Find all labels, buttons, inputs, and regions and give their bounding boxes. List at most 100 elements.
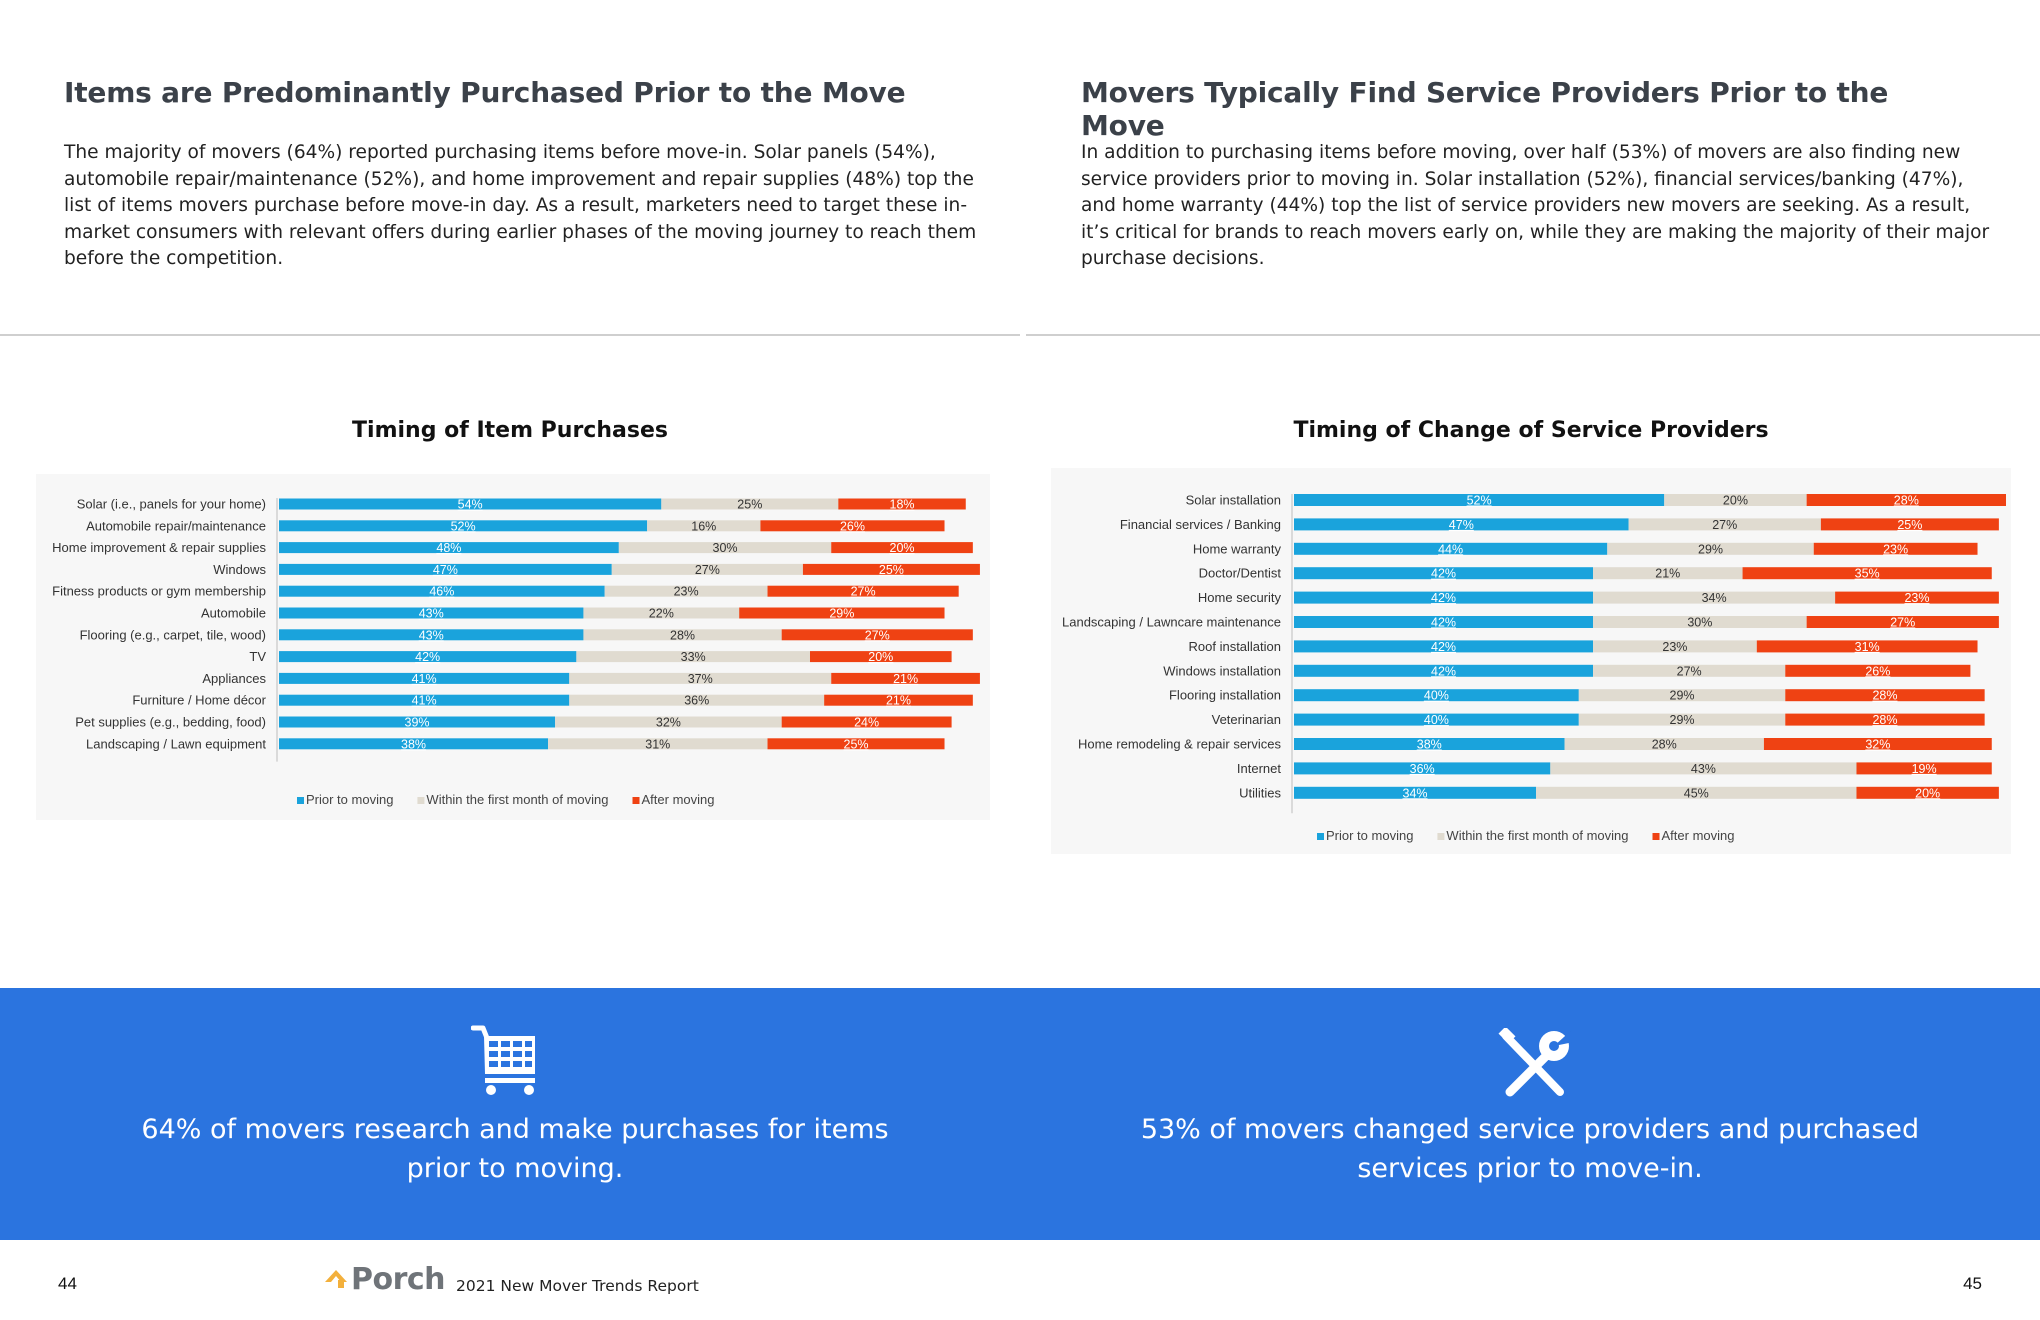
- wrench-screwdriver-icon: [1498, 1028, 1572, 1097]
- bar-segment: [1628, 518, 1821, 531]
- data-label: 26%: [1865, 664, 1890, 678]
- data-label: 27%: [1712, 518, 1737, 532]
- data-label: 34%: [1702, 591, 1727, 605]
- legend-label: Within the first month of moving: [1446, 828, 1628, 843]
- category-label: Windows: [213, 562, 266, 577]
- data-label: 33%: [681, 650, 706, 664]
- category-label: Home improvement & repair supplies: [52, 540, 266, 555]
- data-label: 32%: [1865, 738, 1890, 752]
- data-label: 37%: [688, 672, 713, 686]
- category-label: Pet supplies (e.g., bedding, food): [75, 715, 266, 730]
- bar-segment: [583, 607, 740, 619]
- bar-segment: [1294, 786, 1537, 799]
- left-page-paragraph: The majority of movers (64%) reported pu…: [64, 142, 977, 270]
- category-label: Fitness products or gym membership: [52, 584, 266, 599]
- bar-segment: [1294, 494, 1665, 506]
- bar-segment: [1785, 664, 1971, 677]
- category-label: Financial services / Banking: [1120, 517, 1281, 532]
- data-label: 22%: [649, 607, 674, 621]
- bar-segment: [1294, 664, 1594, 677]
- data-label: 20%: [1915, 786, 1940, 800]
- bar-segment: [1593, 567, 1743, 580]
- data-label: 43%: [419, 628, 444, 642]
- bar-segment: [583, 629, 782, 641]
- bar-segment: [781, 629, 973, 641]
- porch-logo-text: Porch: [351, 1262, 446, 1297]
- right-divider: [1026, 334, 2040, 336]
- right-page-heading: Movers Typically Find Service Providers …: [1081, 76, 1889, 142]
- bar-segment: [760, 520, 945, 532]
- data-label: 23%: [1904, 591, 1929, 605]
- data-label: 20%: [868, 650, 893, 664]
- bar-segment: [576, 651, 810, 663]
- bar-segment: [569, 672, 832, 684]
- bar-segment: [1294, 591, 1594, 604]
- legend-swatch: [1652, 833, 1660, 840]
- data-label: 28%: [1872, 713, 1897, 727]
- data-label: 29%: [829, 607, 854, 621]
- category-label: Flooring installation: [1169, 688, 1281, 703]
- bar-segment: [1536, 786, 1857, 799]
- bar-segment: [604, 585, 768, 597]
- bar-segment: [647, 520, 761, 532]
- data-label: 28%: [1894, 494, 1919, 508]
- data-label: 28%: [1872, 689, 1897, 703]
- data-label: 46%: [429, 585, 454, 599]
- bar-segment: [781, 716, 952, 728]
- data-label: 24%: [854, 716, 879, 730]
- data-label: 54%: [458, 498, 483, 512]
- report-title: 2021 New Mover Trends Report: [456, 1277, 699, 1295]
- bar-segment: [1785, 713, 1985, 726]
- data-label: 52%: [451, 519, 476, 533]
- data-label: 47%: [1449, 518, 1474, 532]
- bar-segment: [767, 738, 945, 750]
- bar-segment: [1806, 616, 1999, 628]
- data-label: 38%: [401, 737, 426, 751]
- service-providers-chart-svg: Solar installation 52% 20% 28% Financial ser…: [1062, 493, 2006, 843]
- data-label: 20%: [1723, 494, 1748, 508]
- category-label: Automobile repair/maintenance: [86, 518, 266, 533]
- data-label: 43%: [419, 607, 444, 621]
- category-label: Solar installation: [1186, 493, 1281, 508]
- data-label: 35%: [1855, 567, 1880, 581]
- data-label: 27%: [851, 585, 876, 599]
- bar-segment: [555, 716, 782, 728]
- data-label: 42%: [1431, 640, 1456, 654]
- item-purchases-chart: Solar (i.e., panels for your home) 54% 25%…: [36, 474, 990, 820]
- bar-segment: [739, 607, 945, 619]
- category-label: Utilities: [1239, 785, 1281, 800]
- left-page-number: 44: [58, 1274, 77, 1293]
- bar-segment: [279, 585, 605, 597]
- bar-segment: [831, 672, 980, 684]
- bar-segment: [1593, 640, 1757, 653]
- data-label: 30%: [1687, 616, 1712, 630]
- legend-label: After moving: [642, 792, 715, 807]
- data-label: 25%: [1897, 518, 1922, 532]
- data-label: 26%: [840, 519, 865, 533]
- data-label: 21%: [886, 694, 911, 708]
- bar-segment: [1294, 762, 1551, 775]
- data-label: 20%: [890, 541, 915, 555]
- right-page-paragraph: In addition to purchasing items before m…: [1081, 142, 1990, 270]
- bar-segment: [1294, 518, 1629, 531]
- bar-segment: [1763, 738, 1992, 750]
- porch-roof-icon: [325, 1270, 347, 1288]
- category-label: Doctor/Dentist: [1199, 566, 1282, 581]
- bar-segment: [1820, 518, 1999, 531]
- bar-segment: [1564, 738, 1764, 750]
- bar-segment: [279, 716, 556, 728]
- data-label: 34%: [1403, 786, 1428, 800]
- bar-segment: [279, 563, 612, 575]
- item-purchases-chart-title: Timing of Item Purchases: [352, 418, 668, 443]
- shopping-cart-icon: [471, 1025, 535, 1095]
- bar-segment: [618, 542, 832, 554]
- data-label: 29%: [1670, 689, 1695, 703]
- bar-segment: [1756, 640, 1978, 653]
- bar-segment: [1294, 689, 1579, 702]
- data-label: 25%: [879, 563, 904, 577]
- data-label: 52%: [1467, 494, 1492, 508]
- bar-segment: [661, 498, 839, 510]
- data-label: 23%: [674, 585, 699, 599]
- data-label: 41%: [412, 672, 437, 686]
- bar-segment: [1593, 591, 1836, 604]
